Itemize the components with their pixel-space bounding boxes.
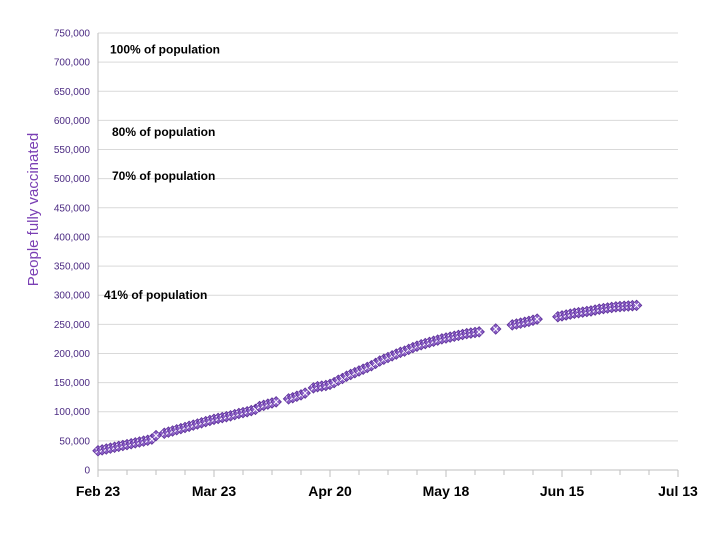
data-point-cross	[633, 302, 640, 309]
axes	[97, 33, 679, 477]
data-point	[150, 429, 162, 442]
data-point	[473, 326, 485, 338]
data-point-cross	[302, 390, 308, 396]
x-tick-labels: Feb 23 Mar 23 Apr 20 May 18 Jun 15 Jul 13	[76, 483, 698, 499]
data-point-cross	[476, 329, 482, 335]
y-tick-label: 750,000	[54, 29, 91, 40]
data-point-cross	[534, 316, 540, 322]
y-tick-label: 100,000	[54, 407, 91, 418]
data-point	[531, 313, 543, 325]
series-people-fully-vaccinated	[92, 299, 643, 457]
gridlines	[98, 32, 678, 471]
data-point-cross	[492, 326, 499, 332]
data-point	[630, 299, 643, 312]
data-point	[489, 323, 502, 335]
y-tick-label: 200,000	[54, 349, 91, 360]
y-tick-label: 150,000	[54, 378, 91, 389]
y-tick-label: 400,000	[54, 232, 91, 243]
x-tick-label: Jun 15	[540, 483, 585, 499]
population-annotation: 80% of population	[112, 125, 215, 139]
data-point-cross	[273, 399, 279, 405]
x-tick-label: May 18	[423, 483, 470, 499]
x-tick-label: Mar 23	[192, 483, 237, 499]
data-point	[299, 387, 311, 399]
population-annotation: 70% of population	[112, 169, 215, 183]
x-tick-label: Apr 20	[308, 483, 352, 499]
x-tick-label: Jul 13	[658, 483, 698, 499]
y-tick-label: 600,000	[54, 116, 91, 127]
y-axis-label: People fully vaccinated	[25, 133, 42, 286]
y-tick-label: 700,000	[54, 58, 91, 69]
y-tick-label: 550,000	[54, 145, 91, 156]
x-tick-label: Feb 23	[76, 483, 121, 499]
y-tick-label: 500,000	[54, 174, 91, 185]
data-point-cross	[153, 432, 159, 439]
y-tick-label: 650,000	[54, 87, 91, 98]
y-tick-label: 350,000	[54, 262, 91, 273]
y-tick-label: 450,000	[54, 203, 91, 214]
annotations: 100% of population 80% of population 70% o…	[104, 42, 220, 302]
y-tick-labels: 0 50,000 100,000 150,000 200,000 250,000 300,0…	[54, 29, 91, 477]
population-annotation: 41% of population	[104, 288, 207, 302]
data-point	[270, 396, 282, 408]
y-tick-label: 50,000	[59, 436, 90, 447]
y-tick-label: 0	[84, 466, 90, 477]
y-tick-label: 300,000	[54, 291, 91, 302]
y-tick-label: 250,000	[54, 320, 91, 331]
population-annotation: 100% of population	[110, 42, 220, 56]
